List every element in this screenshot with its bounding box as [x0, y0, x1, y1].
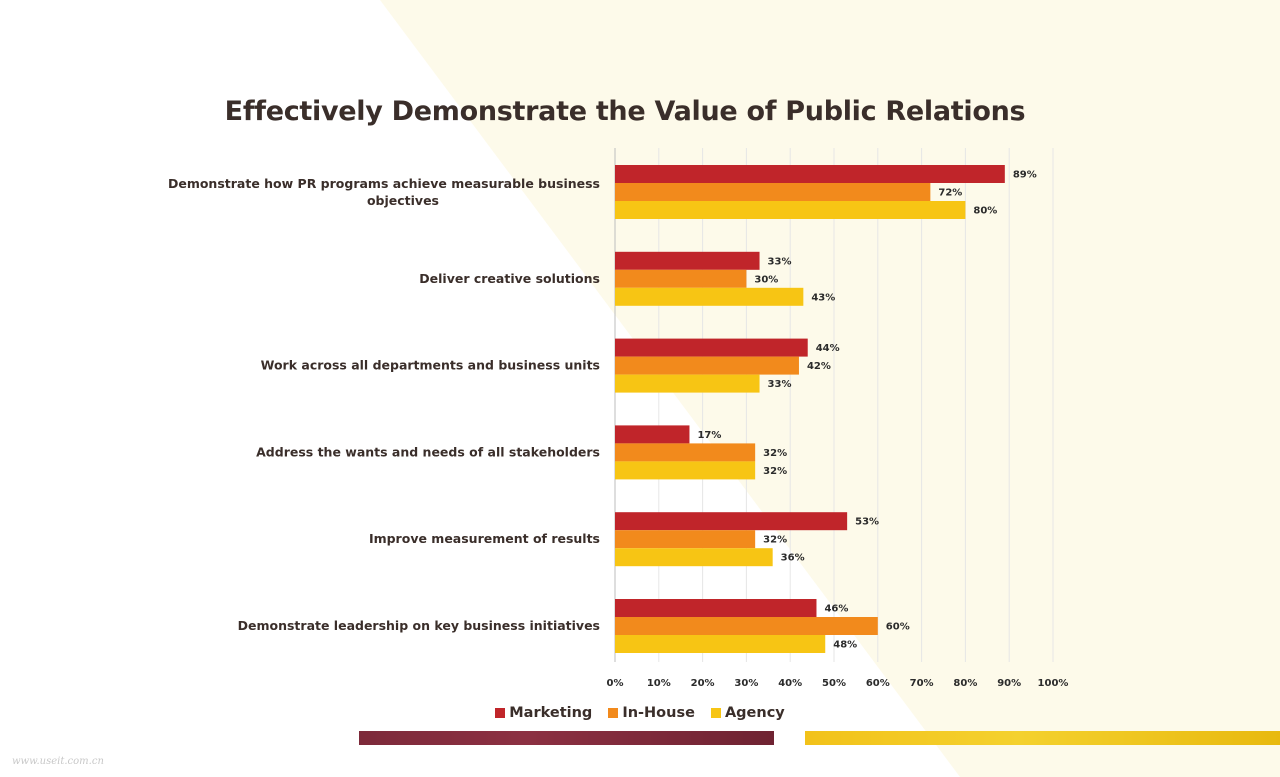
data-label: 33%: [768, 256, 792, 267]
bar: [615, 599, 817, 617]
bar: [615, 201, 966, 219]
bar: [615, 356, 799, 375]
legend-swatch: [495, 708, 506, 718]
bar: [615, 548, 773, 567]
x-tick-label: 20%: [691, 678, 715, 689]
x-tick-label: 70%: [910, 678, 934, 689]
data-label: 48%: [833, 640, 857, 651]
bar: [615, 338, 808, 357]
x-tick-label: 40%: [778, 678, 802, 689]
legend-swatch: [710, 708, 721, 718]
data-label: 53%: [855, 517, 879, 528]
x-tick-label: 60%: [866, 678, 890, 689]
x-tick-label: 30%: [734, 678, 758, 689]
bar: [615, 425, 690, 444]
bar: [615, 617, 878, 635]
x-tick-label: 0%: [607, 678, 624, 689]
category-label: Work across all departments and business…: [261, 358, 600, 373]
x-tick-label: 10%: [647, 678, 671, 689]
category-label: Address the wants and needs of all stake…: [256, 444, 600, 459]
legend: Marketing In-House Agency: [0, 705, 1280, 721]
decorative-band-maroon: [359, 731, 774, 745]
watermark: www.useit.com.cn: [12, 756, 104, 767]
category-label: Demonstrate how PR programs achieve meas…: [168, 176, 600, 208]
bar: [615, 374, 760, 393]
data-label: 17%: [697, 430, 721, 441]
bar: [615, 287, 804, 306]
x-tick-label: 90%: [997, 678, 1021, 689]
bar: [615, 443, 756, 462]
legend-item: In-House: [608, 705, 695, 721]
data-label: 30%: [754, 274, 778, 285]
bar: [615, 183, 931, 201]
data-label: 32%: [763, 448, 787, 459]
data-label: 46%: [824, 604, 848, 615]
bar: [615, 635, 826, 653]
x-tick-label: 100%: [1038, 678, 1069, 689]
category-label: Demonstrate leadership on key business i…: [238, 618, 600, 633]
bar: [615, 512, 848, 531]
data-label: 80%: [973, 206, 997, 217]
legend-label: Marketing: [509, 705, 593, 721]
bar: [615, 165, 1005, 183]
data-label: 32%: [763, 466, 787, 477]
data-label: 32%: [763, 535, 787, 546]
legend-swatch: [608, 708, 619, 718]
bar: [615, 269, 747, 288]
x-tick-label: 50%: [822, 678, 846, 689]
legend-item: Marketing: [495, 705, 592, 721]
data-label: 44%: [816, 343, 840, 354]
legend-label: Agency: [724, 705, 785, 721]
data-label: 33%: [768, 379, 792, 390]
decorative-band-yellow: [805, 731, 1280, 745]
category-label: Improve measurement of results: [369, 531, 600, 546]
legend-label: In-House: [622, 705, 695, 721]
data-label: 60%: [886, 622, 910, 633]
data-label: 42%: [807, 361, 831, 372]
x-tick-label: 80%: [953, 678, 977, 689]
chart-title: Effectively Demonstrate the Value of Pub…: [224, 96, 1026, 127]
category-label: Deliver creative solutions: [419, 271, 600, 286]
data-label: 36%: [781, 553, 805, 564]
bar: [615, 530, 756, 549]
data-label: 43%: [811, 292, 835, 303]
legend-item: Agency: [710, 705, 785, 721]
data-label: 72%: [938, 188, 962, 199]
bar: [615, 251, 760, 270]
data-label: 89%: [1013, 170, 1037, 181]
bar: [615, 461, 756, 480]
